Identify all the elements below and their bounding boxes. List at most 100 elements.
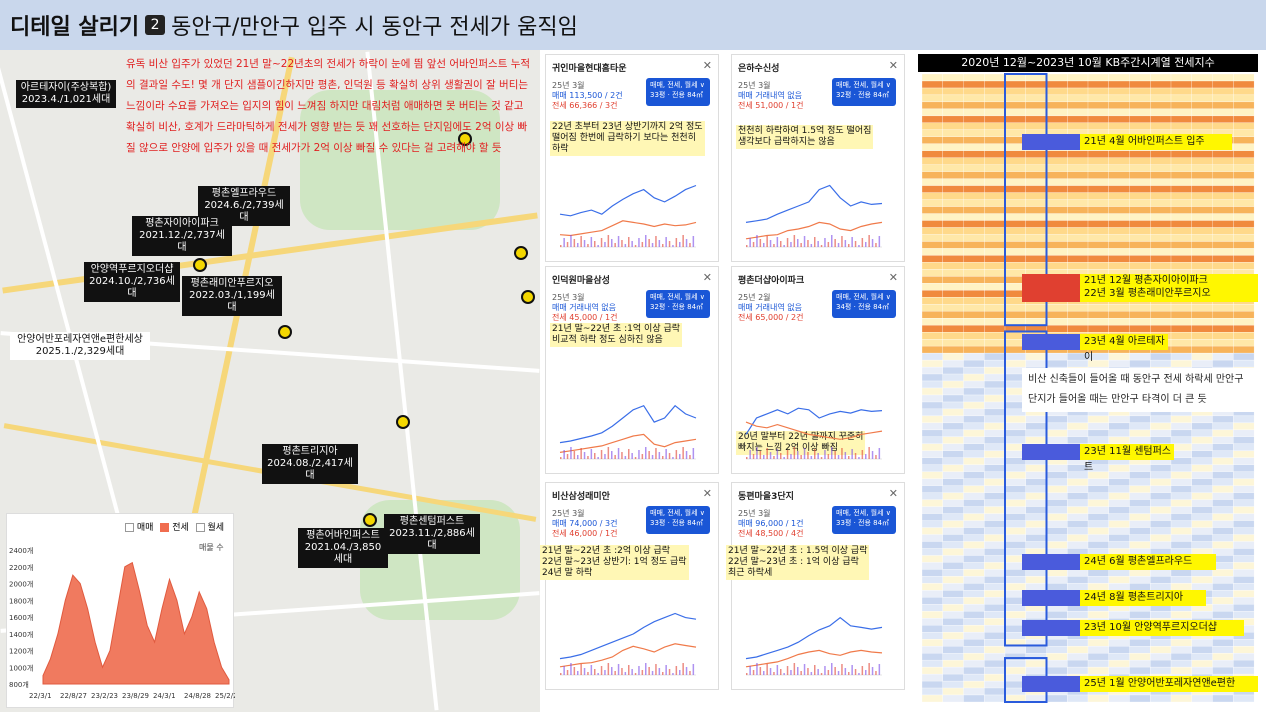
heatmap-cell (1233, 255, 1255, 263)
jeonse-area (42, 561, 230, 685)
heatmap-cell (1025, 478, 1047, 486)
heatmap-cell (984, 443, 1006, 451)
heatmap-cell (921, 150, 943, 158)
close-icon[interactable]: ✕ (702, 59, 712, 72)
heatmap-cell (1150, 659, 1172, 668)
map-marker[interactable] (396, 415, 410, 429)
heatmap-cell (1067, 666, 1089, 675)
heatmap-cell (1108, 527, 1130, 535)
panel-bisan[interactable]: 비산삼성래미안 ✕ 25년 3월 매매 74,000 / 3건 전세 46,00… (540, 482, 719, 690)
heatmap-cell (984, 220, 1006, 228)
heatmap-cell (984, 255, 1006, 263)
centum-label-text: 평촌센텀퍼스트 2023.11./2,886세대 (389, 516, 475, 551)
heatmap-cell (1087, 199, 1109, 207)
heatmap-cell (1170, 506, 1192, 514)
heatmap-cell (984, 680, 1006, 689)
map-marker[interactable] (193, 258, 207, 272)
panel-pyeongchon[interactable]: 평촌더샵아이파크 ✕ 25년 2월 매매 거래내역 없음 전세 65,000 /… (731, 266, 905, 474)
heatmap-cell (984, 583, 1006, 591)
heatmap-cell (984, 199, 1006, 207)
heatmap-cell (963, 129, 985, 137)
heatmap-cell (1108, 576, 1130, 584)
heatmap-cell (921, 673, 943, 682)
mini-subtitle: 매물 수 (199, 543, 224, 552)
heatmap-cell (1170, 318, 1192, 326)
heatmap-cell (963, 687, 985, 696)
map-marker[interactable] (278, 325, 292, 339)
map-marker[interactable] (458, 132, 472, 146)
volume-bar (851, 665, 853, 675)
volume-bar (868, 235, 870, 247)
heatmap-cell (984, 534, 1006, 542)
heatmap-cell (1108, 325, 1130, 333)
heatmap-cell (1233, 115, 1255, 124)
heatmap-cell (1087, 94, 1109, 103)
heatmap-cell (921, 157, 943, 165)
heatmap-cell (942, 206, 964, 214)
heatmap-cell (1212, 597, 1234, 605)
heatmap-cell (1170, 666, 1192, 675)
heatmap-cell (1233, 611, 1255, 619)
filter-button[interactable]: 매매, 전세, 월세 ∨ 33평 · 전용 84㎡ (646, 506, 710, 534)
close-icon[interactable]: ✕ (888, 487, 898, 500)
heatmap-cell (1170, 359, 1192, 368)
heatmap-cell (963, 478, 985, 486)
map-marker[interactable] (363, 513, 377, 527)
filter-button[interactable]: 매매, 전세, 월세 ∨ 33평 · 전용 84㎡ (832, 506, 896, 534)
heatmap-cell (942, 290, 964, 298)
panel-gwiin[interactable]: 귀인마을현대홈타운 ✕ 25년 3월 매매 113,500 / 2건 전세 66… (545, 54, 719, 262)
filter-button[interactable]: 매매, 전세, 월세 ∨ 32평 · 전용 84㎡ (646, 290, 710, 318)
heatmap-cell (921, 276, 943, 284)
eun-label: 안양어반포레자연앤e편한세상 2025.1./2,329세대 (10, 332, 150, 360)
panel-eunhasu[interactable]: 은하수신성 ✕ 25년 3월 매매 거래내역 없음 전세 51,000 / 1건… (731, 54, 905, 262)
filter-button[interactable]: 매매, 전세, 월세 ∨ 34평 · 전용 84㎡ (832, 290, 896, 318)
heatmap-cell (1233, 325, 1255, 333)
heatmap-cell (1170, 73, 1192, 82)
filter-button[interactable]: 매매, 전세, 월세 ∨ 32평 · 전용 84㎡ (832, 78, 896, 106)
heatmap-cell (963, 471, 985, 479)
heatmap-cell (1004, 87, 1026, 96)
heatmap-cell (1233, 666, 1255, 675)
volume-bar (810, 672, 813, 675)
map-marker[interactable] (514, 246, 528, 260)
close-icon[interactable]: ✕ (702, 271, 712, 284)
volume-bar (848, 456, 850, 459)
sale-price-line (745, 184, 883, 223)
heatmap-cell (1212, 248, 1234, 256)
heatmap-cell (984, 492, 1006, 500)
panel-indeogwon[interactable]: 인덕원마을삼성 ✕ 25년 3월 매매 거래내역 없음 전세 45,000 / … (545, 266, 719, 474)
heatmap-cell (984, 478, 1006, 486)
heatmap-cell (1025, 255, 1047, 263)
heatmap-cell (1233, 499, 1255, 507)
heatmap-cell (942, 534, 964, 542)
filter-button[interactable]: 매매, 전세, 월세 ∨ 33평 · 전용 84㎡ (646, 78, 710, 106)
heatmap-cell (963, 618, 985, 626)
close-icon[interactable]: ✕ (888, 59, 898, 72)
volume-bar (756, 447, 758, 459)
close-icon[interactable]: ✕ (702, 487, 712, 500)
map-view[interactable]: 아르테자이(주상복합) 2023.4./1,021세대 평촌엘프라우드 2024… (0, 50, 540, 712)
panel-dongpyeon[interactable]: 동편마을3단지 ✕ 25년 3월 매매 96,000 / 1건 전세 48,50… (726, 482, 905, 690)
heatmap-cell (1212, 339, 1234, 347)
volume-bar (631, 453, 633, 459)
volume-bar (594, 453, 596, 459)
heatmap-cell (984, 520, 1006, 528)
panel-sale-price: 매매 거래내역 없음 (738, 91, 802, 100)
heatmap-cell (1087, 666, 1109, 675)
trizia-label-text: 평촌트리지아 2024.08./2,417세대 (267, 446, 353, 481)
map-marker[interactable] (521, 290, 535, 304)
volume-bar (749, 666, 751, 675)
volume-bar (672, 245, 674, 247)
volume-bar (800, 243, 802, 247)
heatmap-cell (1025, 415, 1047, 424)
heatmap-cell (1170, 332, 1192, 340)
heatmap-cell (1233, 422, 1255, 431)
close-icon[interactable]: ✕ (888, 271, 898, 284)
heatmap-title: 2020년 12월~2023년 10월 KB주간시계열 전세지수 (918, 54, 1258, 72)
heatmap-cell (1212, 304, 1234, 312)
heatmap-cell (1046, 80, 1068, 89)
heatmap-cell (921, 513, 943, 521)
heatmap-cell (1191, 429, 1213, 438)
heatmap-cell (1067, 157, 1089, 165)
heatmap-cell (1191, 150, 1213, 158)
